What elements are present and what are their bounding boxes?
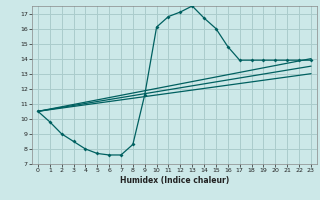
X-axis label: Humidex (Indice chaleur): Humidex (Indice chaleur) <box>120 176 229 185</box>
